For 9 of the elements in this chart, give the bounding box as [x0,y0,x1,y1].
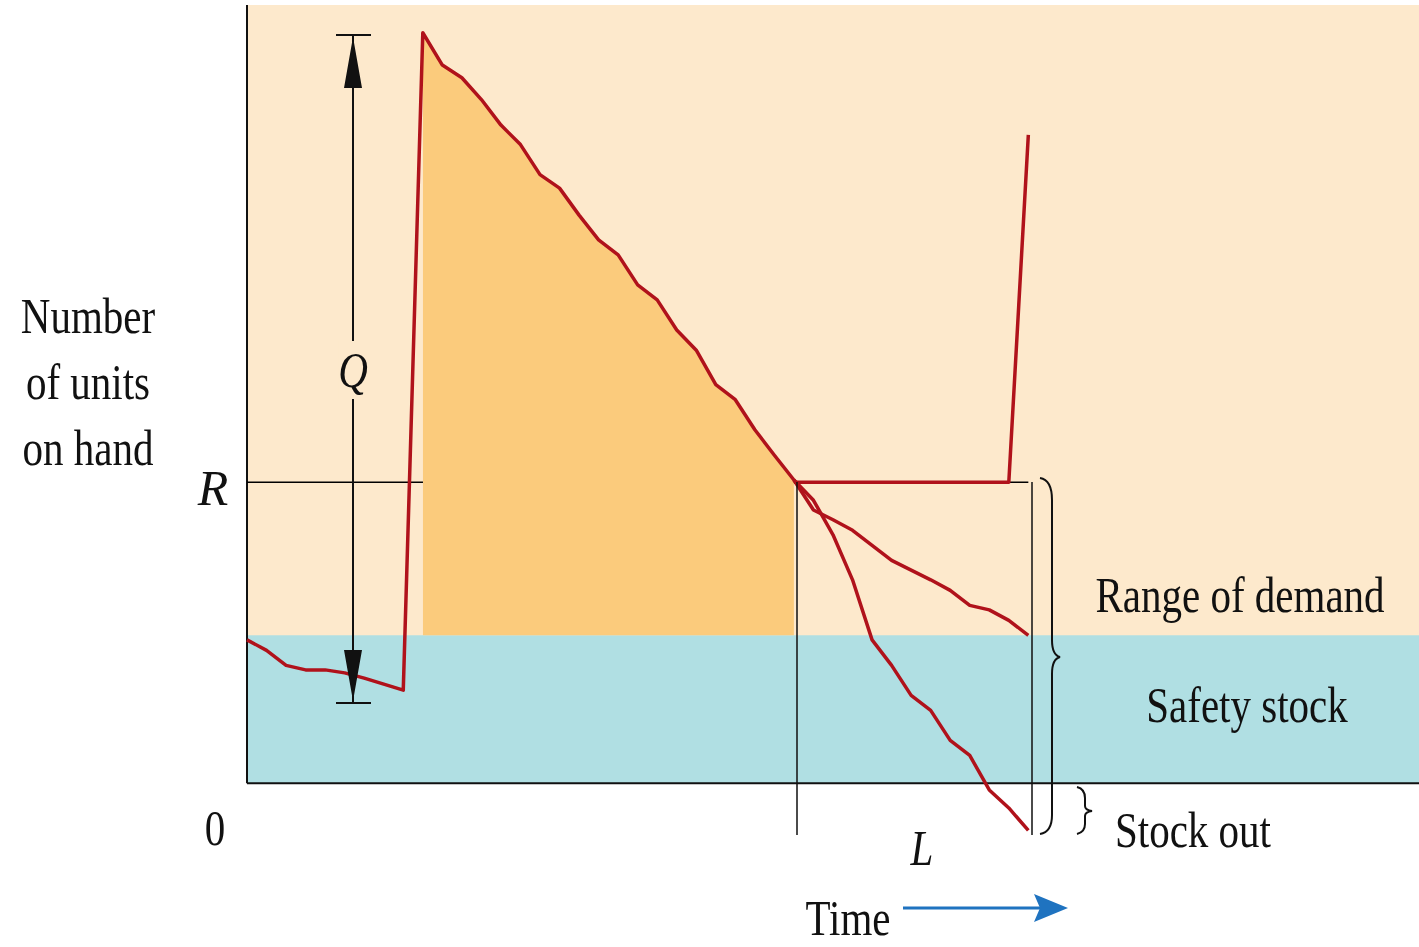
annotation: Stock out [1114,802,1272,858]
text: 0 [204,800,226,856]
band-label: Safety stock [1146,677,1348,734]
annotation: Range of demand [1095,567,1385,623]
ref-line-label: R [196,460,229,517]
annotation: Q [338,341,368,399]
x-axis-title: Time [805,890,891,946]
annotation: L [910,820,934,876]
y-axis-title: Number of units on hand [19,287,157,478]
